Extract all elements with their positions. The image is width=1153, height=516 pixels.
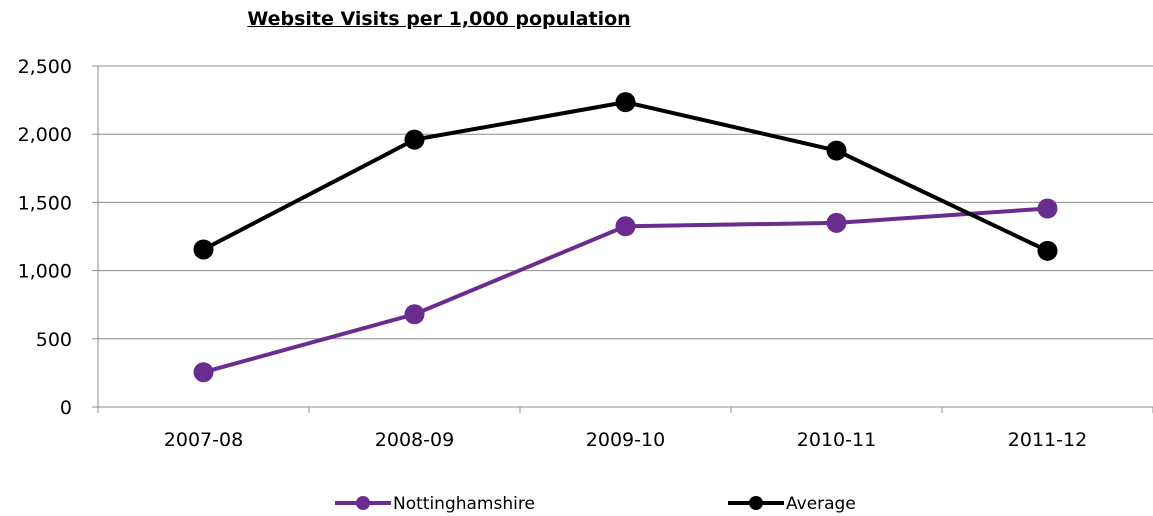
data-point	[193, 239, 214, 260]
chart-title: Website Visits per 1,000 population	[247, 8, 631, 30]
data-point	[1037, 240, 1058, 261]
y-tick-label: 0	[60, 397, 72, 419]
data-point	[193, 362, 214, 383]
x-tick-label: 2007-08	[164, 429, 243, 451]
y-tick-label: 2,500	[18, 56, 72, 78]
x-axis-tick-labels: 2007-08 2008-09 2009-10 2010-11 2011-12	[164, 429, 1087, 451]
y-tick-label: 2,000	[18, 124, 72, 146]
x-tick-label: 2011-12	[1008, 429, 1087, 451]
data-point	[826, 140, 847, 161]
x-tick-label: 2010-11	[797, 429, 876, 451]
series-group	[193, 92, 1058, 383]
series-nottinghamshire	[193, 198, 1058, 383]
y-axis-tick-labels: 0 500 1,000 1,500 2,000 2,500	[18, 56, 72, 419]
x-tick-label: 2009-10	[586, 429, 665, 451]
data-point	[1037, 198, 1058, 219]
y-tick-label: 1,000	[18, 261, 72, 283]
data-point	[404, 304, 425, 325]
legend: Nottinghamshire Average	[335, 494, 856, 514]
x-axis	[92, 65, 1153, 413]
legend-item: Average	[728, 494, 856, 514]
legend-label: Average	[786, 494, 856, 514]
data-point	[826, 212, 847, 233]
data-point	[615, 92, 636, 113]
legend-item: Nottinghamshire	[335, 494, 535, 514]
legend-marker	[356, 496, 370, 510]
legend-label: Nottinghamshire	[393, 494, 535, 514]
gridlines	[98, 65, 1153, 340]
x-tick-label: 2008-09	[375, 429, 454, 451]
series-average	[193, 92, 1058, 261]
legend-marker	[749, 496, 763, 510]
data-point	[615, 216, 636, 237]
y-tick-label: 1,500	[18, 192, 72, 214]
y-tick-label: 500	[36, 329, 72, 351]
data-point	[404, 129, 425, 150]
